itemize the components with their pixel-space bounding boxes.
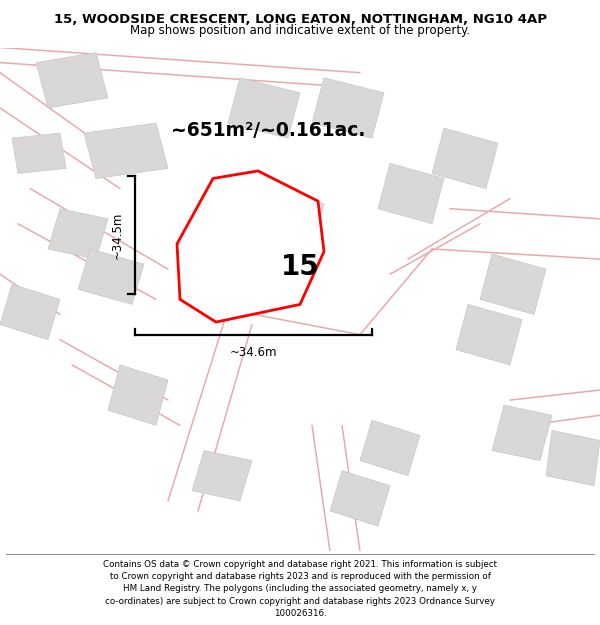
- Text: ~34.5m: ~34.5m: [111, 211, 124, 259]
- Polygon shape: [312, 78, 384, 138]
- Text: 15: 15: [281, 253, 319, 281]
- Polygon shape: [0, 284, 60, 339]
- Text: HM Land Registry. The polygons (including the associated geometry, namely x, y: HM Land Registry. The polygons (includin…: [123, 584, 477, 594]
- Text: to Crown copyright and database rights 2023 and is reproduced with the permissio: to Crown copyright and database rights 2…: [110, 572, 490, 581]
- Text: 100026316.: 100026316.: [274, 609, 326, 618]
- Polygon shape: [378, 163, 444, 224]
- Polygon shape: [177, 171, 324, 322]
- Text: co-ordinates) are subject to Crown copyright and database rights 2023 Ordnance S: co-ordinates) are subject to Crown copyr…: [105, 597, 495, 606]
- Polygon shape: [546, 431, 600, 486]
- Text: 15, WOODSIDE CRESCENT, LONG EATON, NOTTINGHAM, NG10 4AP: 15, WOODSIDE CRESCENT, LONG EATON, NOTTI…: [53, 13, 547, 26]
- Polygon shape: [192, 451, 252, 501]
- Polygon shape: [12, 133, 66, 173]
- Polygon shape: [36, 52, 108, 108]
- Polygon shape: [84, 123, 168, 179]
- Polygon shape: [456, 304, 522, 365]
- Polygon shape: [210, 229, 276, 289]
- Polygon shape: [258, 189, 324, 249]
- Polygon shape: [78, 249, 144, 304]
- Text: Map shows position and indicative extent of the property.: Map shows position and indicative extent…: [130, 24, 470, 37]
- Polygon shape: [228, 78, 300, 138]
- Polygon shape: [480, 254, 546, 314]
- Text: ~651m²/~0.161ac.: ~651m²/~0.161ac.: [171, 121, 365, 140]
- Text: ~34.6m: ~34.6m: [230, 346, 277, 359]
- Polygon shape: [330, 471, 390, 526]
- Polygon shape: [432, 128, 498, 189]
- Text: Contains OS data © Crown copyright and database right 2021. This information is : Contains OS data © Crown copyright and d…: [103, 560, 497, 569]
- Polygon shape: [48, 209, 108, 259]
- Polygon shape: [108, 365, 168, 425]
- Polygon shape: [360, 420, 420, 476]
- Polygon shape: [492, 405, 552, 461]
